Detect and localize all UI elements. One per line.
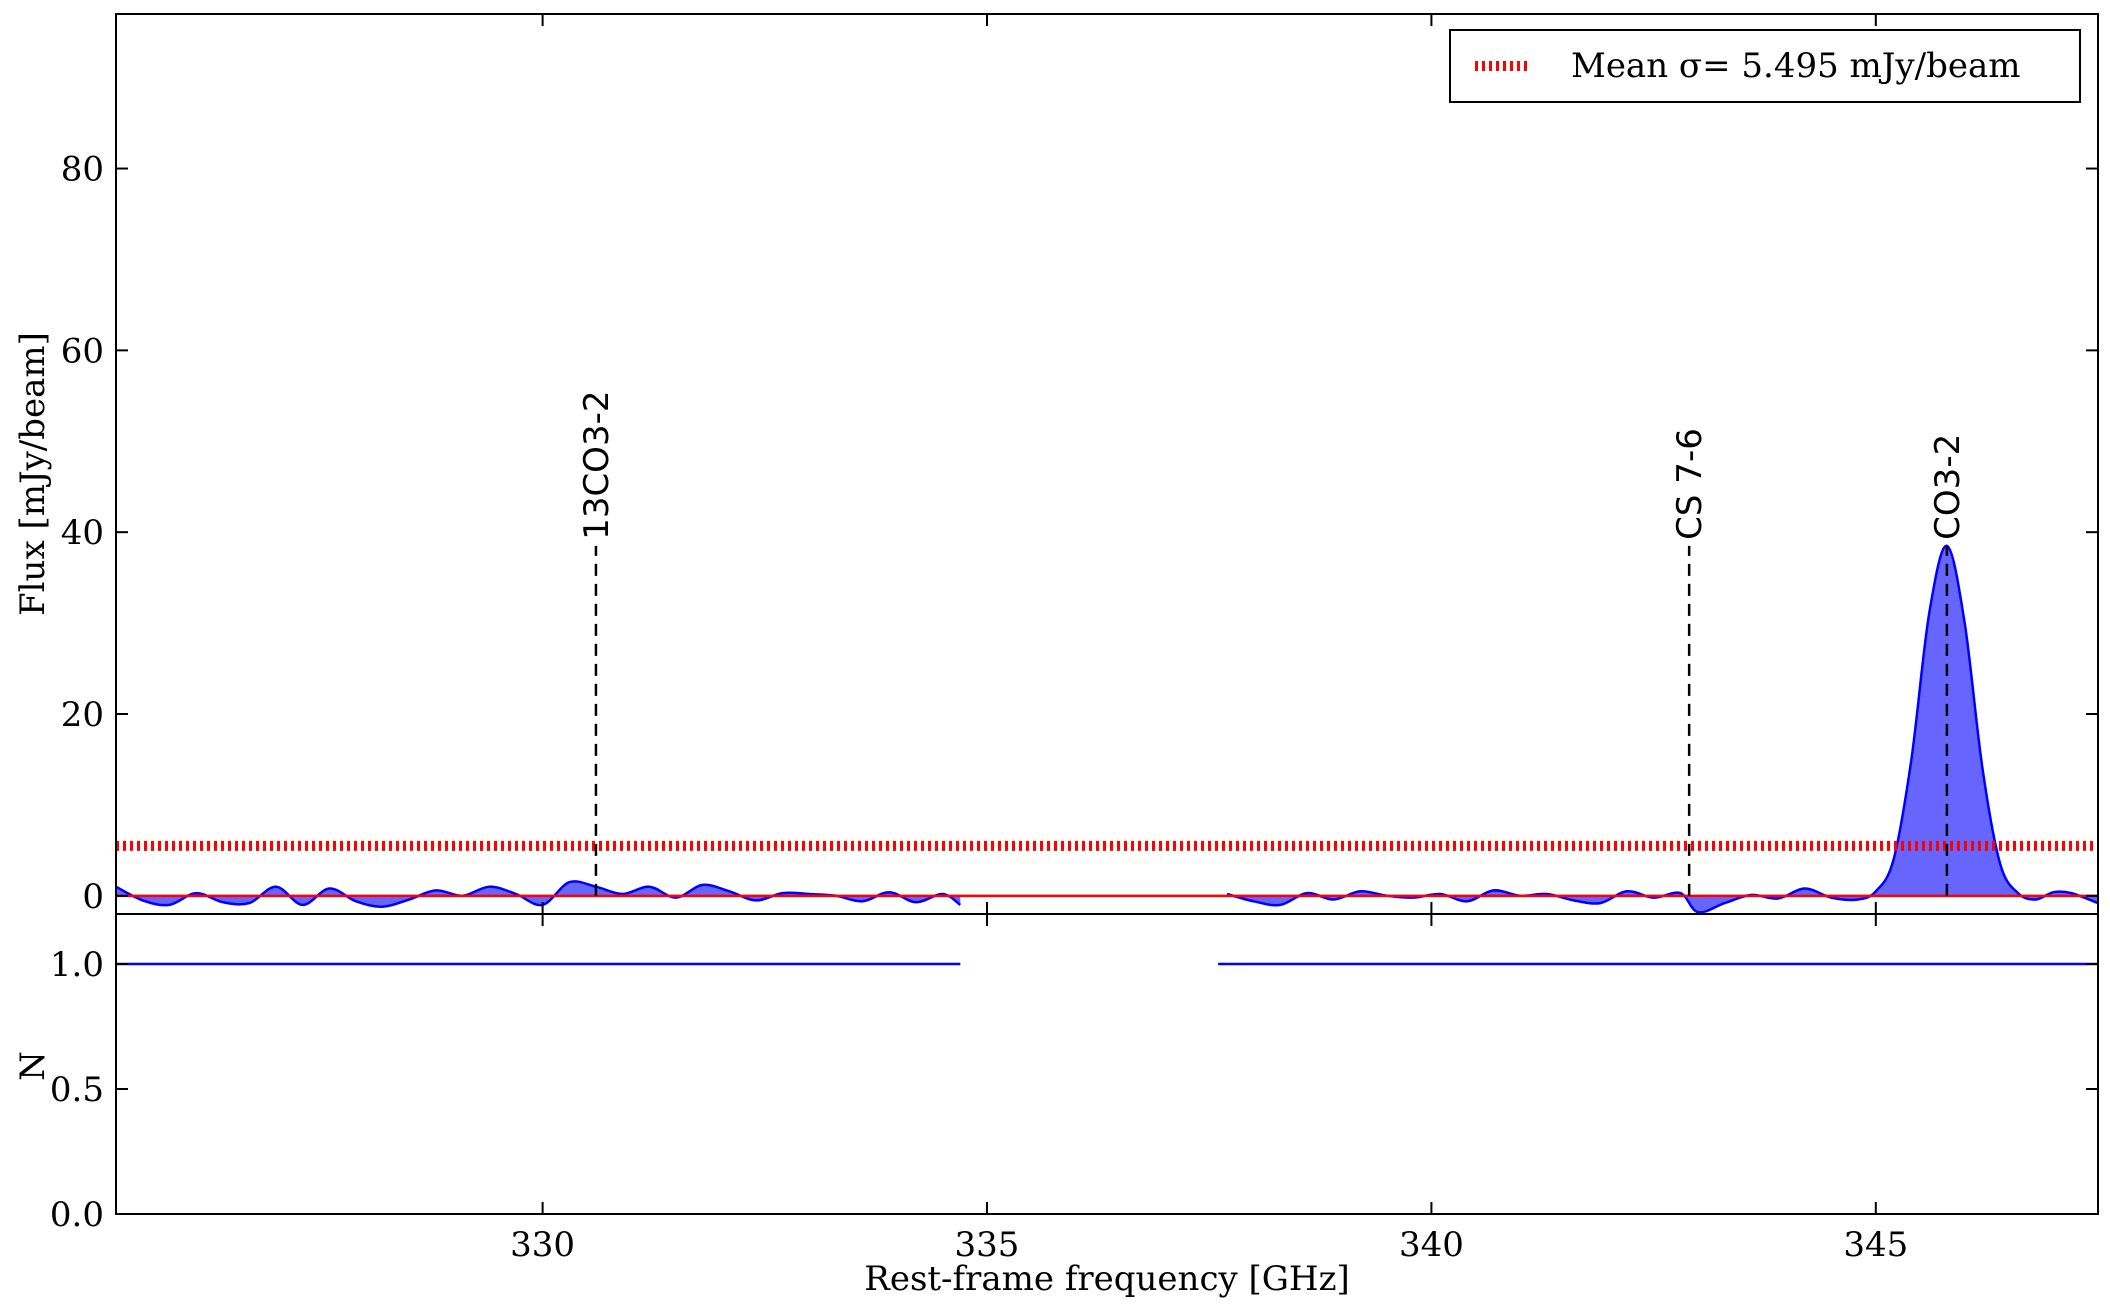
line-marker-label-2: CO3-2 <box>1928 434 1968 540</box>
line-marker-label-0: 13CO3-2 <box>577 391 617 540</box>
y-axis-title-flux: Flux [mJy/beam] <box>13 332 53 616</box>
line-marker-label-1: CS 7-6 <box>1670 428 1710 540</box>
coverage-panel: 330 335 340 345 0.0 0.5 1.0 <box>50 913 2099 1265</box>
coverage-panel-frame <box>115 913 2099 1215</box>
x-tick-label-3: 345 <box>1843 1225 1908 1265</box>
x-tick-label-1: 335 <box>955 1225 1020 1265</box>
x-axis-title: Rest-frame frequency [GHz] <box>864 1259 1350 1299</box>
flux-panel-frame <box>115 13 2099 915</box>
coverage-ytick-label-0: 0.0 <box>50 1195 104 1235</box>
flux-ytick-label-0: 0 <box>82 877 104 917</box>
y-axis-title-n: N <box>13 1051 53 1081</box>
spectrum-fill-1 <box>1227 545 2098 913</box>
flux-ytick-label-1: 20 <box>61 695 104 735</box>
coverage-ytick-label-2: 1.0 <box>50 945 104 985</box>
flux-panel: 13CO3-2 CS 7-6 CO3-2 0 20 40 60 80 <box>61 13 2099 917</box>
flux-ytick-label-2: 40 <box>61 513 104 553</box>
flux-ytick-label-4: 80 <box>61 150 104 190</box>
legend-label: Mean σ= 5.495 mJy/beam <box>1571 46 2021 86</box>
spectrum-line-1 <box>1226 544 2099 914</box>
x-tick-label-2: 340 <box>1399 1225 1464 1265</box>
coverage-ytick-label-1: 0.5 <box>50 1070 104 1110</box>
legend-box <box>1449 29 2081 103</box>
flux-ytick-label-3: 60 <box>61 331 104 371</box>
legend: Mean σ= 5.495 mJy/beam <box>1449 29 2081 103</box>
x-tick-label-0: 330 <box>510 1225 575 1265</box>
